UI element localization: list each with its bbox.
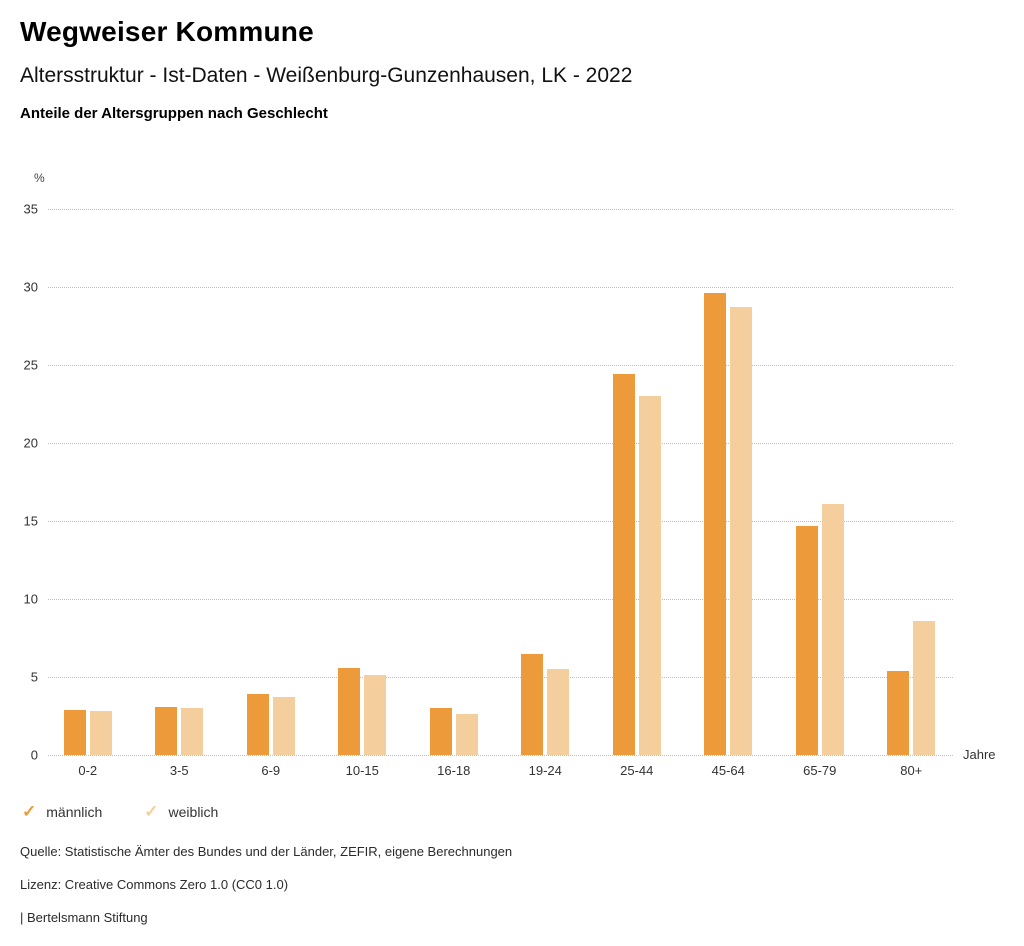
x-tick-label-10-15: 10-15 bbox=[345, 763, 379, 778]
bar-weiblich-0-2 bbox=[89, 711, 112, 755]
bar-group-45-64: 45-64 bbox=[683, 209, 775, 778]
chart-subtitle: Anteile der Altersgruppen nach Geschlech… bbox=[20, 105, 328, 122]
source-text: Quelle: Statistische Ämter des Bundes un… bbox=[20, 844, 513, 859]
check-icon: ✓ bbox=[144, 802, 159, 821]
y-axis-unit-label: % bbox=[34, 171, 45, 185]
bar-group-80+: 80+ bbox=[866, 209, 958, 778]
y-tick-label-25: 25 bbox=[23, 357, 38, 373]
y-tick-label-0: 0 bbox=[30, 747, 38, 763]
y-tick-label-10: 10 bbox=[23, 591, 38, 607]
y-tick-label-20: 20 bbox=[23, 435, 38, 451]
x-tick-label-6-9: 6-9 bbox=[261, 763, 281, 778]
y-tick-label-15: 15 bbox=[23, 513, 38, 529]
bar-männlich-6-9 bbox=[246, 694, 269, 755]
bar-männlich-3-5 bbox=[155, 706, 178, 755]
bar-männlich-0-2 bbox=[63, 709, 86, 755]
chart-footer: Quelle: Statistische Ämter des Bundes un… bbox=[20, 844, 512, 943]
x-tick-label-16-18: 16-18 bbox=[437, 763, 471, 778]
x-tick-label-19-24: 19-24 bbox=[528, 763, 562, 778]
bar-chart-plot-area: Jahre 0 5 10 15 20 25 30 35 0-2 3-5 6-9 10-15 16-18 1… bbox=[24, 202, 996, 779]
x-tick-label-80+: 80+ bbox=[900, 763, 923, 778]
bar-männlich-10-15 bbox=[338, 667, 361, 755]
gridline-0 bbox=[48, 755, 953, 756]
x-tick-label-45-64: 45-64 bbox=[711, 763, 745, 778]
y-tick-label-30: 30 bbox=[23, 279, 38, 295]
legend-item-label: weiblich bbox=[168, 803, 219, 820]
bar-group-19-24: 19-24 bbox=[500, 209, 592, 778]
legend-item-label: männlich bbox=[46, 803, 103, 820]
bar-weiblich-45-64 bbox=[730, 307, 753, 755]
x-axis-unit-label: Jahre bbox=[963, 747, 996, 762]
gridline-30 bbox=[48, 287, 953, 288]
gridline-25 bbox=[48, 365, 953, 366]
attribution-text: | Bertelsmann Stiftung bbox=[20, 910, 148, 925]
check-icon: ✓ bbox=[22, 802, 37, 821]
bar-weiblich-19-24 bbox=[547, 669, 570, 755]
bar-group-10-15: 10-15 bbox=[317, 209, 409, 778]
legend-item-männlich[interactable]: ✓ männlich bbox=[22, 803, 102, 820]
x-tick-label-3-5: 3-5 bbox=[169, 763, 189, 778]
gridline-10 bbox=[48, 599, 953, 600]
bar-weiblich-10-15 bbox=[364, 675, 387, 755]
bar-group-6-9: 6-9 bbox=[225, 209, 317, 778]
bar-group-25-44: 25-44 bbox=[591, 209, 683, 778]
license-text: Lizenz: Creative Commons Zero 1.0 (CC0 1… bbox=[20, 877, 289, 892]
bar-männlich-25-44 bbox=[612, 374, 635, 755]
bar-männlich-19-24 bbox=[521, 653, 544, 755]
gridline-15 bbox=[48, 521, 953, 522]
bar-groups: 0-2 3-5 6-9 10-15 16-18 19-24 25-44 45-64 65-79 8… bbox=[42, 209, 958, 778]
y-tick-label-35: 35 bbox=[23, 201, 38, 217]
legend-item-weiblich[interactable]: ✓ weiblich bbox=[144, 803, 218, 820]
bar-group-16-18: 16-18 bbox=[408, 209, 500, 778]
y-tick-label-5: 5 bbox=[30, 669, 38, 685]
x-tick-label-25-44: 25-44 bbox=[620, 763, 654, 778]
bar-weiblich-25-44 bbox=[638, 396, 661, 755]
chart-title: Altersstruktur - Ist-Daten - Weißenburg-… bbox=[20, 64, 633, 87]
bar-weiblich-6-9 bbox=[272, 697, 295, 755]
bar-männlich-45-64 bbox=[704, 293, 727, 755]
bar-group-0-2: 0-2 bbox=[42, 209, 134, 778]
gridline-20 bbox=[48, 443, 953, 444]
gridline-35 bbox=[48, 209, 953, 210]
bar-weiblich-16-18 bbox=[455, 714, 478, 755]
x-tick-label-65-79: 65-79 bbox=[803, 763, 837, 778]
bar-männlich-16-18 bbox=[429, 708, 452, 755]
bar-group-3-5: 3-5 bbox=[134, 209, 226, 778]
bar-männlich-80+ bbox=[887, 670, 910, 755]
gridline-5 bbox=[48, 677, 953, 678]
x-tick-label-0-2: 0-2 bbox=[78, 763, 98, 778]
bar-männlich-65-79 bbox=[795, 525, 818, 755]
bar-group-65-79: 65-79 bbox=[774, 209, 866, 778]
chart-legend: ✓ männlich ✓ weiblich bbox=[22, 803, 218, 820]
app-title: Wegweiser Kommune bbox=[20, 16, 314, 47]
bar-weiblich-80+ bbox=[913, 620, 936, 755]
bar-weiblich-65-79 bbox=[821, 503, 844, 755]
bar-weiblich-3-5 bbox=[181, 708, 204, 755]
